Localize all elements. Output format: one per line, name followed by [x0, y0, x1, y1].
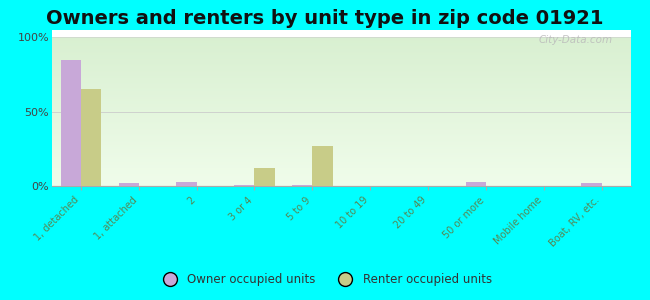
Bar: [81, 89, 101, 186]
Bar: [60, 60, 81, 186]
Bar: [292, 185, 313, 186]
Bar: [312, 146, 333, 186]
Text: City-Data.com: City-Data.com: [539, 35, 613, 45]
Bar: [255, 168, 275, 186]
Legend: Owner occupied units, Renter occupied units: Owner occupied units, Renter occupied un…: [153, 269, 497, 291]
Bar: [581, 183, 601, 186]
Bar: [118, 183, 139, 186]
Bar: [465, 182, 486, 186]
Bar: [176, 182, 196, 186]
Bar: [234, 184, 255, 186]
Text: Owners and renters by unit type in zip code 01921: Owners and renters by unit type in zip c…: [46, 9, 604, 28]
